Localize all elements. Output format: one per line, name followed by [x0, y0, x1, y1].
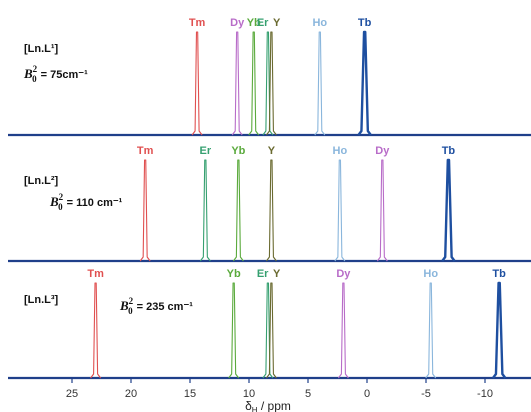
- panel-3-peak-dy: [337, 282, 349, 379]
- x-tick-label-15: 15: [184, 388, 196, 400]
- panel-3-peak-ho: [425, 282, 437, 379]
- panel-3-ion-label-er: Er: [257, 268, 269, 280]
- panel-2-peak-tb: [441, 158, 456, 262]
- panel-1-complex-label: [Ln.L¹]: [24, 43, 59, 55]
- panel-1-ion-label-er: Er: [257, 17, 269, 29]
- panel-1-peak-tb: [357, 30, 372, 136]
- x-tick-label-m5: -5: [421, 388, 431, 400]
- panel-1-ion-label-tm: Tm: [189, 17, 206, 29]
- panel-1-peak-tm: [191, 31, 203, 136]
- panel-3-ion-label-yb: Yb: [227, 268, 241, 280]
- x-tick-label-5: 5: [305, 388, 311, 400]
- panel-2-complex-label: [Ln.L²]: [24, 175, 59, 187]
- x-tick-label-10: 10: [243, 388, 255, 400]
- panel-2-peak-ho: [334, 159, 346, 262]
- panel-2-peak-yb: [232, 159, 244, 262]
- panel-1-peak-er: [262, 31, 274, 136]
- panel-1-ion-label-yb: Yb: [247, 17, 261, 29]
- panel-3-ion-label-dy: Dy: [336, 268, 351, 280]
- panel-3-peak-y: [265, 282, 277, 379]
- panel-2-ion-label-dy: Dy: [375, 145, 390, 157]
- panel-3-ion-label-tm: Tm: [87, 268, 104, 280]
- panel-2-peak-tm: [139, 159, 151, 262]
- panel-3-peak-tb: [492, 281, 507, 379]
- panel-1-parameter-label: B2 0 = 75cm⁻¹: [23, 64, 88, 84]
- x-tick-label-0: 0: [364, 388, 370, 400]
- panel-3-ion-label-ho: Ho: [423, 268, 438, 280]
- panel-3-parameter-label: B2 0 = 235 cm⁻¹: [119, 296, 193, 316]
- panel-2-ion-label-yb: Yb: [231, 145, 245, 157]
- panel-1-ion-label-y: Y: [273, 17, 281, 29]
- x-axis-title: δH / ppm: [245, 399, 291, 412]
- panel-1-peak-y: [265, 31, 277, 136]
- panel-1-peak-dy: [231, 31, 243, 136]
- panel-2-parameter-label: B2 0 = 110 cm⁻¹: [49, 192, 123, 212]
- panel-1-ion-label-ho: Ho: [312, 17, 327, 29]
- panel-2-peak-y: [265, 159, 277, 262]
- panel-3-peak-er: [262, 282, 274, 379]
- panel-2-ion-label-ho: Ho: [333, 145, 348, 157]
- panel-3-peak-tm: [90, 282, 102, 379]
- panel-2-ion-label-tb: Tb: [442, 145, 456, 157]
- panel-2-ion-label-tm: Tm: [137, 145, 154, 157]
- panel-2-peak-dy: [376, 159, 388, 262]
- panel-1-ion-label-dy: Dy: [230, 17, 245, 29]
- panel-3-peak-yb: [228, 282, 240, 379]
- panel-3-ion-label-y: Y: [273, 268, 281, 280]
- panel-1-ion-label-tb: Tb: [358, 17, 372, 29]
- panel-2-peak-er: [199, 159, 211, 262]
- panel-2-ion-label-y: Y: [268, 145, 276, 157]
- panel-3-ion-label-tb: Tb: [492, 268, 506, 280]
- panel-3-complex-label: [Ln.L³]: [24, 294, 59, 306]
- x-tick-label-25: 25: [66, 388, 78, 400]
- panel-1-peak-yb: [248, 31, 260, 136]
- x-tick-label-m10: -10: [477, 388, 493, 400]
- panel-1-peak-ho: [314, 31, 326, 136]
- x-tick-label-20: 20: [125, 388, 137, 400]
- panel-2-ion-label-er: Er: [200, 145, 212, 157]
